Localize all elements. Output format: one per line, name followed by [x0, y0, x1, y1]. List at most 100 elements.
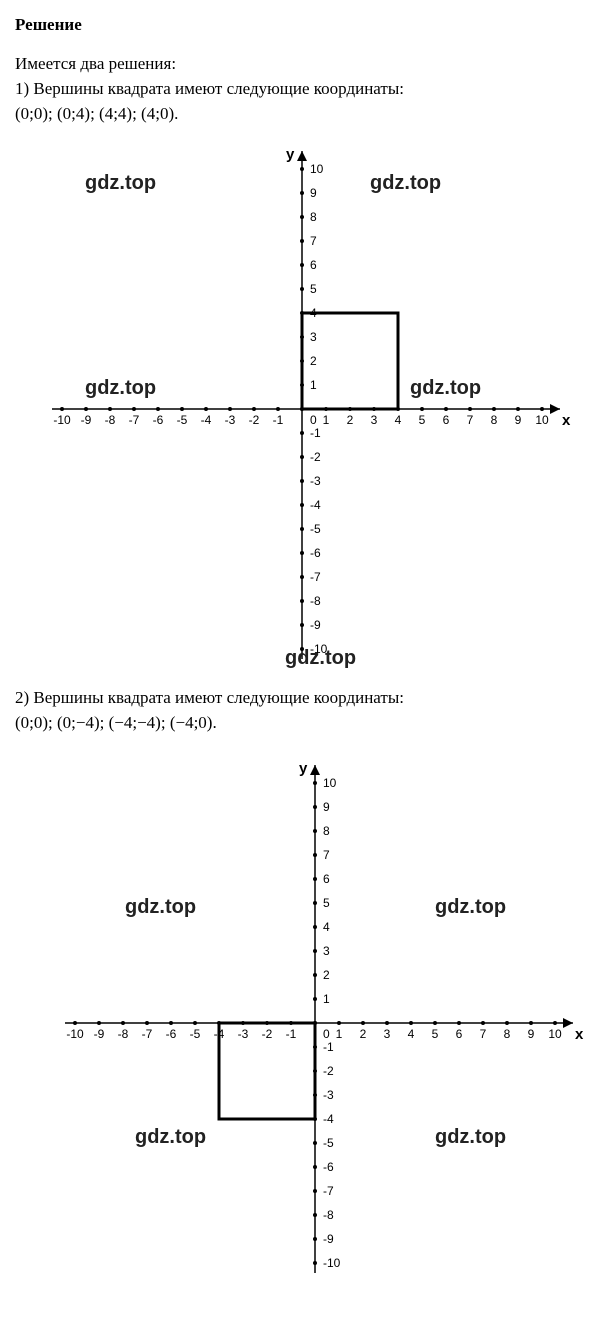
- chart-2: -10-9-8-7-6-5-4-3-2-1123456789100-10-9-8…: [15, 743, 585, 1293]
- svg-text:10: 10: [535, 413, 549, 427]
- svg-text:6: 6: [456, 1027, 463, 1041]
- svg-text:x: x: [562, 412, 571, 429]
- svg-text:2: 2: [310, 354, 317, 368]
- svg-text:8: 8: [310, 210, 317, 224]
- svg-text:-4: -4: [310, 498, 321, 512]
- svg-text:7: 7: [480, 1027, 487, 1041]
- heading: Решение: [15, 15, 585, 35]
- svg-text:10: 10: [548, 1027, 562, 1041]
- svg-text:3: 3: [310, 330, 317, 344]
- svg-text:-7: -7: [310, 570, 321, 584]
- svg-text:10: 10: [310, 162, 324, 176]
- svg-text:-3: -3: [238, 1027, 249, 1041]
- svg-text:3: 3: [323, 944, 330, 958]
- svg-text:x: x: [575, 1026, 584, 1043]
- svg-text:-7: -7: [129, 413, 140, 427]
- svg-text:-8: -8: [323, 1208, 334, 1222]
- svg-text:gdz.top: gdz.top: [370, 172, 441, 194]
- svg-text:7: 7: [310, 234, 317, 248]
- svg-text:-6: -6: [166, 1027, 177, 1041]
- svg-text:1: 1: [323, 413, 330, 427]
- svg-text:-1: -1: [273, 413, 284, 427]
- svg-text:-9: -9: [310, 618, 321, 632]
- svg-text:gdz.top: gdz.top: [85, 172, 156, 194]
- svg-text:-1: -1: [286, 1027, 297, 1041]
- svg-text:-1: -1: [310, 426, 321, 440]
- svg-text:gdz.top: gdz.top: [85, 377, 156, 399]
- svg-text:7: 7: [467, 413, 474, 427]
- svg-text:6: 6: [323, 872, 330, 886]
- svg-text:8: 8: [491, 413, 498, 427]
- svg-text:9: 9: [528, 1027, 535, 1041]
- svg-text:3: 3: [371, 413, 378, 427]
- svg-text:gdz.top: gdz.top: [435, 896, 506, 918]
- svg-text:-6: -6: [310, 546, 321, 560]
- svg-text:0: 0: [310, 413, 317, 427]
- svg-text:gdz.top: gdz.top: [285, 647, 356, 669]
- svg-text:2: 2: [323, 968, 330, 982]
- chart-1: -10-9-8-7-6-5-4-3-2-1123456789100-10-9-8…: [15, 134, 585, 679]
- svg-text:2: 2: [347, 413, 354, 427]
- svg-text:6: 6: [443, 413, 450, 427]
- svg-text:-6: -6: [323, 1160, 334, 1174]
- svg-text:-5: -5: [310, 522, 321, 536]
- svg-text:-4: -4: [323, 1112, 334, 1126]
- svg-text:-7: -7: [323, 1184, 334, 1198]
- svg-text:0: 0: [323, 1027, 330, 1041]
- svg-text:7: 7: [323, 848, 330, 862]
- svg-text:-5: -5: [177, 413, 188, 427]
- svg-text:-7: -7: [142, 1027, 153, 1041]
- svg-text:-8: -8: [118, 1027, 129, 1041]
- svg-text:9: 9: [515, 413, 522, 427]
- svg-text:8: 8: [323, 824, 330, 838]
- svg-text:-3: -3: [310, 474, 321, 488]
- coordinate-plane-1: -10-9-8-7-6-5-4-3-2-1123456789100-10-9-8…: [15, 134, 585, 674]
- solution2-text-line1: 2) Вершины квадрата имеют следующие коор…: [15, 687, 585, 710]
- svg-text:-10: -10: [323, 1256, 341, 1270]
- svg-text:5: 5: [323, 896, 330, 910]
- svg-text:-10: -10: [53, 413, 71, 427]
- svg-text:-3: -3: [225, 413, 236, 427]
- solution1-text-line2: (0;0); (0;4); (4;4); (4;0).: [15, 103, 585, 126]
- svg-text:8: 8: [504, 1027, 511, 1041]
- svg-text:-2: -2: [262, 1027, 273, 1041]
- svg-text:-2: -2: [310, 450, 321, 464]
- svg-text:gdz.top: gdz.top: [125, 896, 196, 918]
- svg-text:-5: -5: [190, 1027, 201, 1041]
- svg-text:1: 1: [310, 378, 317, 392]
- solution2-text-line2: (0;0); (0;−4); (−4;−4); (−4;0).: [15, 712, 585, 735]
- intro-text: Имеется два решения:: [15, 53, 585, 76]
- svg-text:3: 3: [384, 1027, 391, 1041]
- svg-text:4: 4: [395, 413, 402, 427]
- svg-text:-5: -5: [323, 1136, 334, 1150]
- svg-text:5: 5: [310, 282, 317, 296]
- svg-text:-2: -2: [249, 413, 260, 427]
- svg-text:9: 9: [323, 800, 330, 814]
- svg-text:4: 4: [408, 1027, 415, 1041]
- solution1-text-line1: 1) Вершины квадрата имеют следующие коор…: [15, 78, 585, 101]
- svg-text:-4: -4: [201, 413, 212, 427]
- svg-text:-9: -9: [323, 1232, 334, 1246]
- svg-text:4: 4: [323, 920, 330, 934]
- svg-text:y: y: [286, 146, 295, 163]
- svg-text:-6: -6: [153, 413, 164, 427]
- svg-text:1: 1: [336, 1027, 343, 1041]
- svg-text:5: 5: [419, 413, 426, 427]
- svg-text:-1: -1: [323, 1040, 334, 1054]
- svg-text:-10: -10: [66, 1027, 84, 1041]
- svg-text:9: 9: [310, 186, 317, 200]
- svg-text:gdz.top: gdz.top: [435, 1126, 506, 1148]
- svg-text:y: y: [299, 760, 308, 777]
- svg-text:-9: -9: [81, 413, 92, 427]
- svg-text:-9: -9: [94, 1027, 105, 1041]
- svg-text:-8: -8: [105, 413, 116, 427]
- svg-text:-3: -3: [323, 1088, 334, 1102]
- svg-text:-2: -2: [323, 1064, 334, 1078]
- svg-text:gdz.top: gdz.top: [410, 377, 481, 399]
- svg-text:2: 2: [360, 1027, 367, 1041]
- svg-text:-8: -8: [310, 594, 321, 608]
- svg-text:1: 1: [323, 992, 330, 1006]
- svg-text:10: 10: [323, 776, 337, 790]
- coordinate-plane-2: -10-9-8-7-6-5-4-3-2-1123456789100-10-9-8…: [15, 743, 585, 1288]
- svg-text:gdz.top: gdz.top: [135, 1126, 206, 1148]
